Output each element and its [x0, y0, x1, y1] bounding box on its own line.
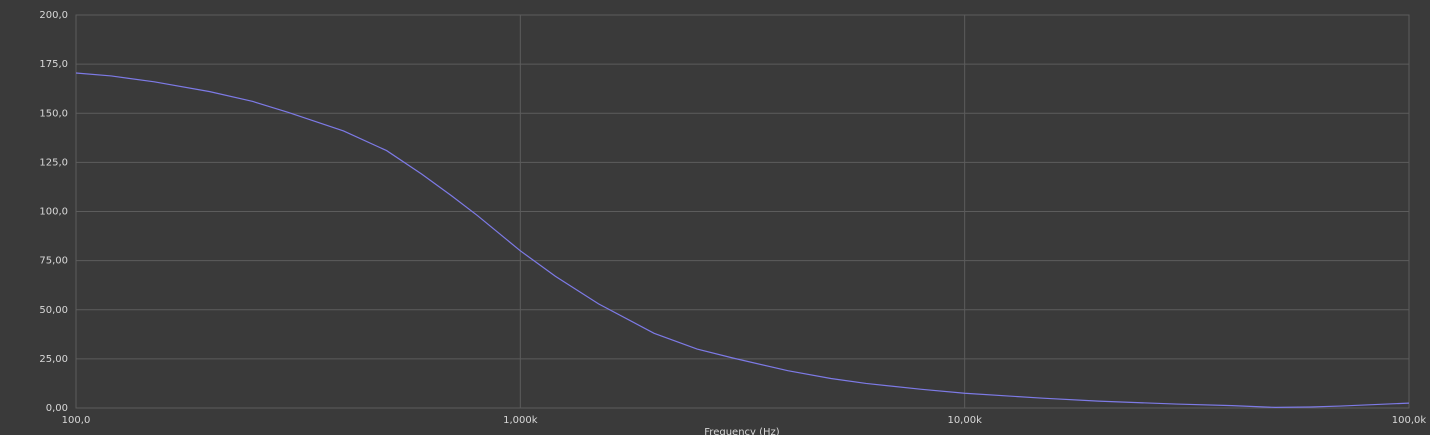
y-tick-label: 25,00 — [39, 354, 68, 365]
x-tick-label: 100,0k — [1392, 415, 1427, 426]
y-tick-label: 200,0 — [39, 10, 68, 21]
data-line — [75, 72, 1410, 409]
x-tick-label: 10,00k — [947, 415, 982, 426]
x-axis-label: Frequency (Hz) — [704, 427, 780, 435]
y-tick-label: 0,00 — [46, 403, 68, 414]
x-tick-label: 100,0 — [62, 415, 91, 426]
y-tick-label: 150,0 — [39, 108, 68, 119]
y-tick-label: 50,00 — [39, 305, 68, 316]
y-tick-label: 100,0 — [39, 207, 68, 218]
x-tick-label: 1,000k — [503, 415, 538, 426]
y-tick-label: 75,00 — [39, 256, 68, 267]
y-tick-label: 125,0 — [39, 157, 68, 168]
y-tick-label: 175,0 — [39, 59, 68, 70]
